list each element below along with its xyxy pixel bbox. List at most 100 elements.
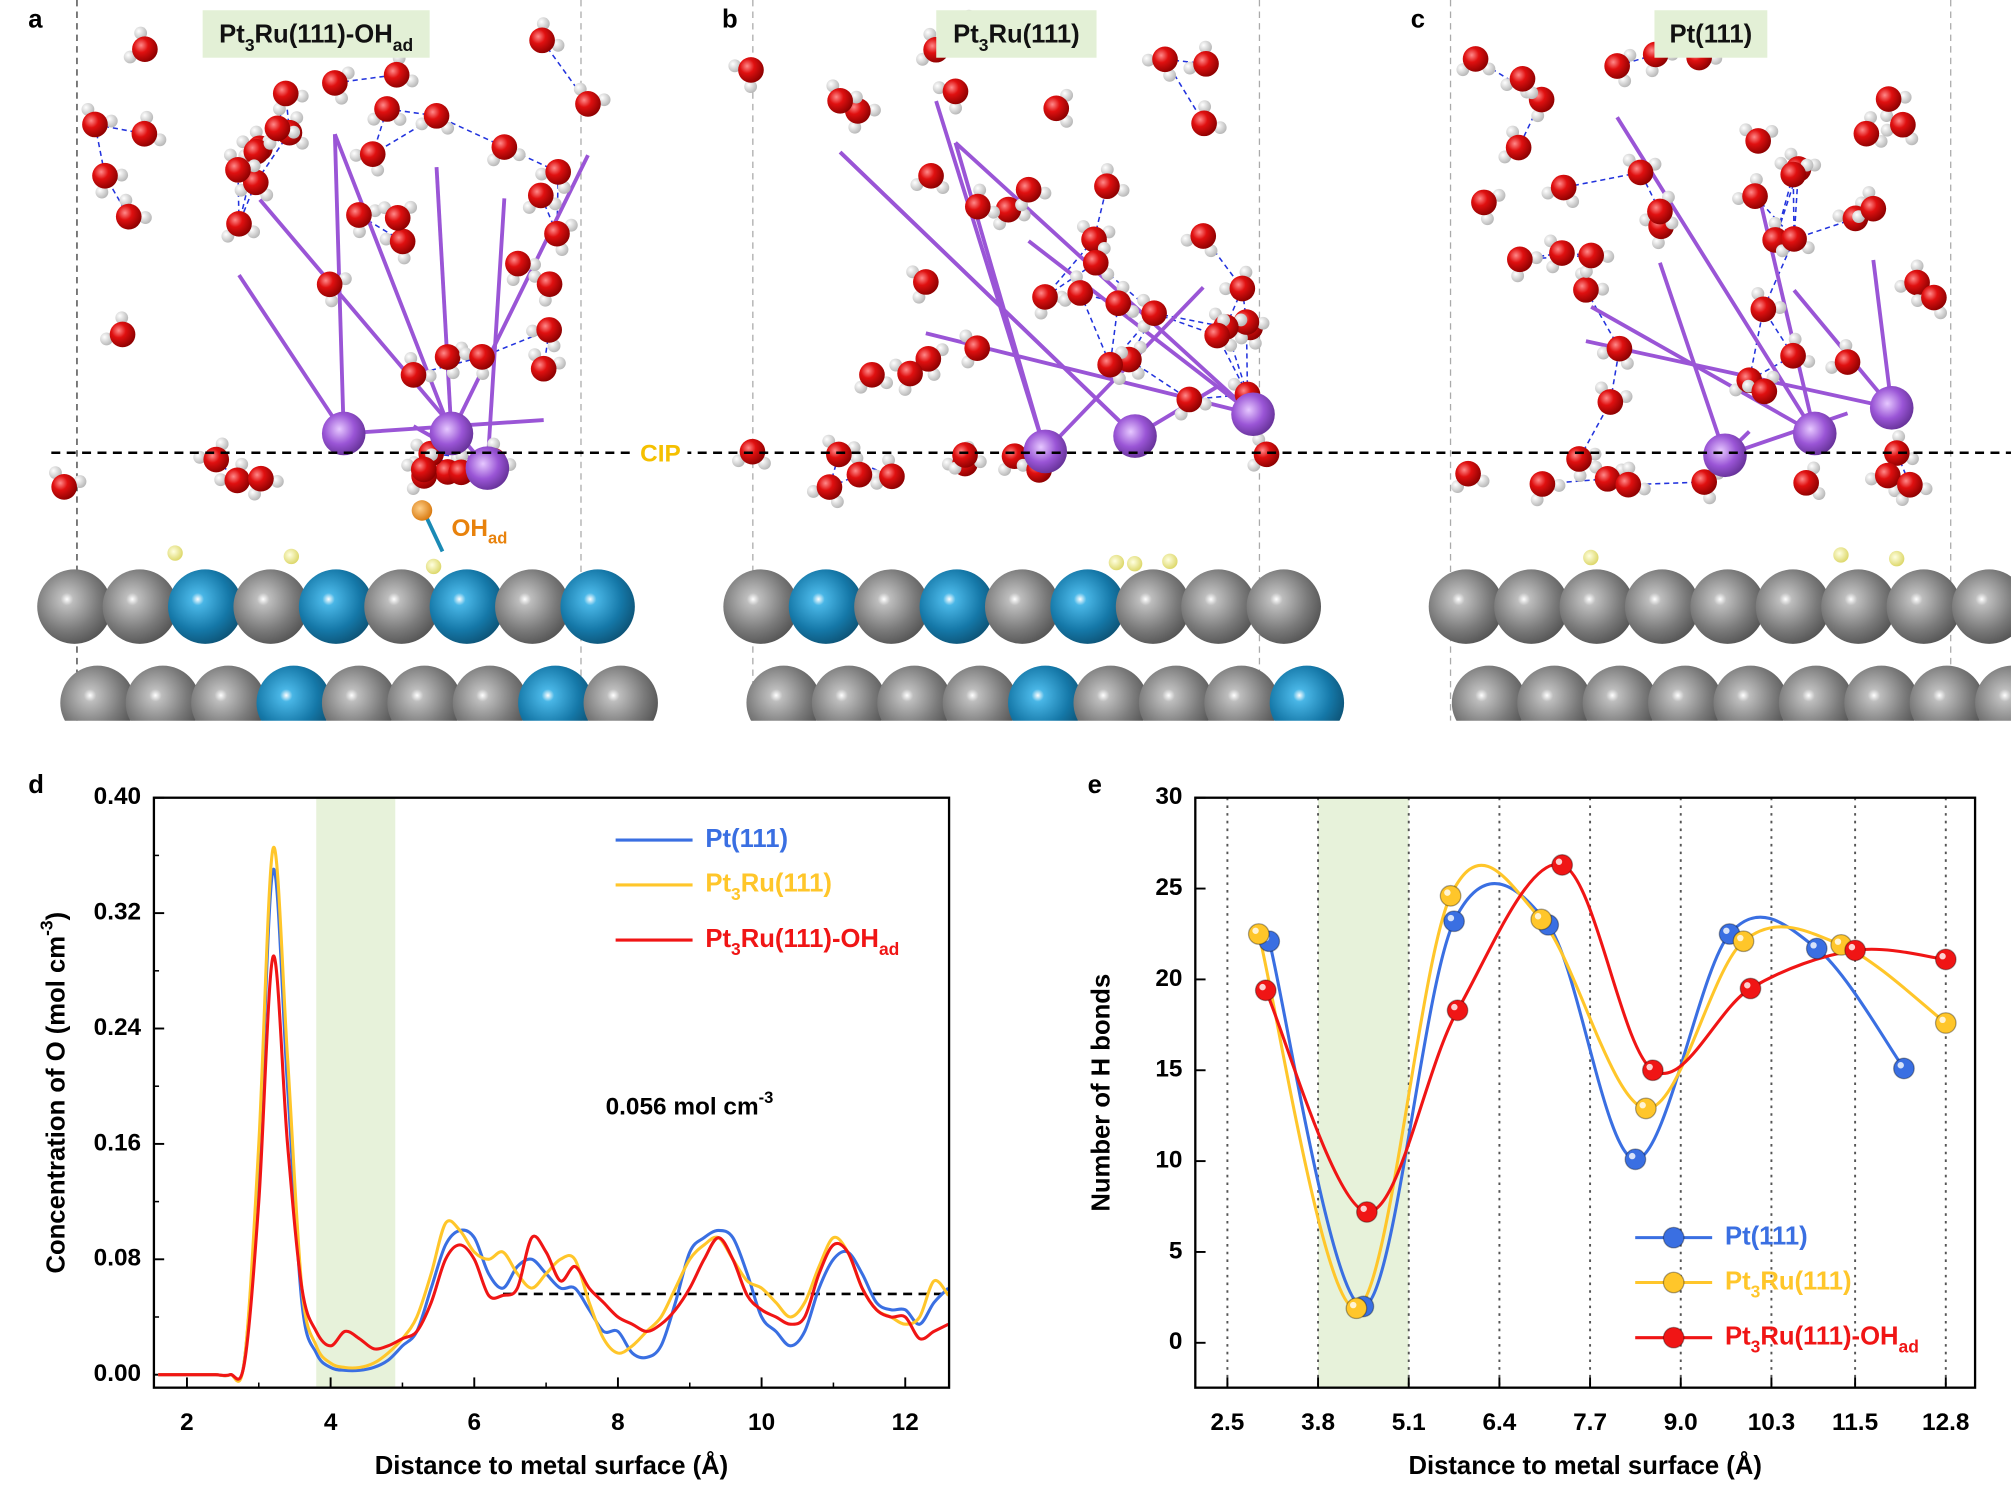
- metal-atom: [746, 665, 821, 721]
- oxygen: [942, 78, 969, 105]
- marker: [1624, 1148, 1647, 1171]
- highlight-band: [316, 797, 396, 1388]
- panel-letter: e: [1088, 771, 1102, 799]
- oxygen: [1529, 471, 1556, 497]
- oxygen: [544, 220, 570, 247]
- oxygen: [359, 141, 386, 167]
- oxygen: [1141, 300, 1167, 326]
- oxygen: [242, 169, 269, 196]
- hydrogen: [1919, 482, 1933, 496]
- oxygen: [1751, 378, 1778, 405]
- marker: [1446, 999, 1469, 1022]
- coord-bond: [237, 274, 346, 435]
- hydrogen: [932, 81, 946, 95]
- x-tick-label: 8: [611, 1409, 625, 1436]
- oxygen: [1573, 277, 1599, 303]
- oxygen: [131, 120, 158, 147]
- oxygen: [952, 442, 978, 468]
- oxygen: [224, 467, 251, 494]
- metal-atom: [854, 569, 929, 644]
- oxygen: [1750, 296, 1777, 323]
- oxygen: [1043, 95, 1070, 122]
- hydrogen: [597, 93, 611, 107]
- oxygen: [410, 456, 437, 483]
- metal-atom: [1451, 665, 1527, 721]
- h-bond: [1616, 53, 1656, 67]
- hydrogen: [1898, 90, 1912, 104]
- hydrogen: [95, 185, 109, 199]
- oxygen: [1793, 470, 1819, 496]
- oxygen: [529, 27, 555, 54]
- metal-atom: [811, 665, 887, 721]
- metal-atom: [942, 665, 1018, 721]
- oxygen: [964, 335, 991, 362]
- oxygen: [1190, 223, 1217, 249]
- hydrogen: [404, 352, 418, 365]
- oxygen: [1505, 134, 1532, 161]
- marker-highlight: [1639, 1102, 1646, 1109]
- hydrogen: [1651, 236, 1665, 250]
- hydrogen: [134, 26, 148, 40]
- hydrogen: [1531, 109, 1545, 123]
- panel-title: Pt(111): [1670, 21, 1753, 49]
- x-tick-label: 2.5: [1210, 1409, 1244, 1436]
- hydrogen: [547, 339, 561, 353]
- hydrogen: [1579, 265, 1593, 278]
- x-tick-label: 12.8: [1922, 1409, 1969, 1436]
- hydrogen: [728, 59, 742, 73]
- oxygen: [1874, 462, 1901, 489]
- marker-highlight: [1252, 927, 1259, 934]
- hydrogen: [140, 110, 154, 124]
- y-tick-label: 0.40: [94, 783, 141, 810]
- hydrogen: [1256, 316, 1270, 330]
- metal-atom: [37, 569, 112, 644]
- x-tick-label: 4: [324, 1409, 338, 1436]
- metal-atom: [1115, 569, 1191, 644]
- oxygen: [1875, 86, 1902, 112]
- marker-highlight: [1451, 1003, 1458, 1011]
- hydrogen: [325, 294, 338, 308]
- x-tick-label: 2: [180, 1409, 194, 1436]
- x-tick-label: 11.5: [1832, 1409, 1878, 1436]
- marker-highlight: [1259, 983, 1266, 991]
- marker: [1805, 937, 1828, 960]
- hydrogen: [1911, 294, 1924, 308]
- metal-atom: [495, 569, 570, 644]
- metal-atom: [583, 665, 658, 721]
- series-line: [158, 954, 950, 1381]
- oxygen: [1067, 280, 1094, 306]
- marker: [1844, 939, 1867, 962]
- y-axis-title: Number of H bonds: [1088, 974, 1116, 1212]
- hydrogen: [247, 159, 261, 173]
- oxygen: [575, 91, 601, 117]
- marker-highlight: [1447, 914, 1455, 922]
- metal-atom: [1494, 569, 1569, 644]
- metal-atom: [452, 665, 528, 721]
- hydrogen: [1865, 472, 1878, 486]
- marker: [1732, 930, 1755, 953]
- oxygen: [225, 157, 251, 183]
- x-tick-label: 5.1: [1392, 1409, 1426, 1436]
- oxygen: [491, 134, 518, 160]
- hydrogen: [1198, 397, 1212, 411]
- hydrogen: [973, 183, 987, 197]
- marker-highlight: [1737, 934, 1744, 942]
- marker: [1254, 979, 1277, 1002]
- oxygen: [1578, 242, 1604, 269]
- metal-atom: [1909, 665, 1985, 721]
- marker: [1530, 908, 1553, 931]
- oxygen: [346, 202, 372, 228]
- y-tick-label: 20: [1155, 965, 1182, 992]
- hydrogen: [1768, 216, 1782, 230]
- hydrogen: [1213, 121, 1227, 135]
- oxygen: [423, 103, 450, 129]
- hydrogen: [379, 232, 393, 246]
- marker: [1934, 948, 1957, 971]
- y-tick-label: 15: [1155, 1056, 1182, 1083]
- oxygen: [92, 162, 118, 189]
- oxygen: [738, 57, 764, 83]
- hydrogen: [397, 251, 411, 265]
- marker: [1551, 854, 1574, 876]
- hydrogen: [1239, 265, 1253, 279]
- oxygen: [1015, 176, 1042, 203]
